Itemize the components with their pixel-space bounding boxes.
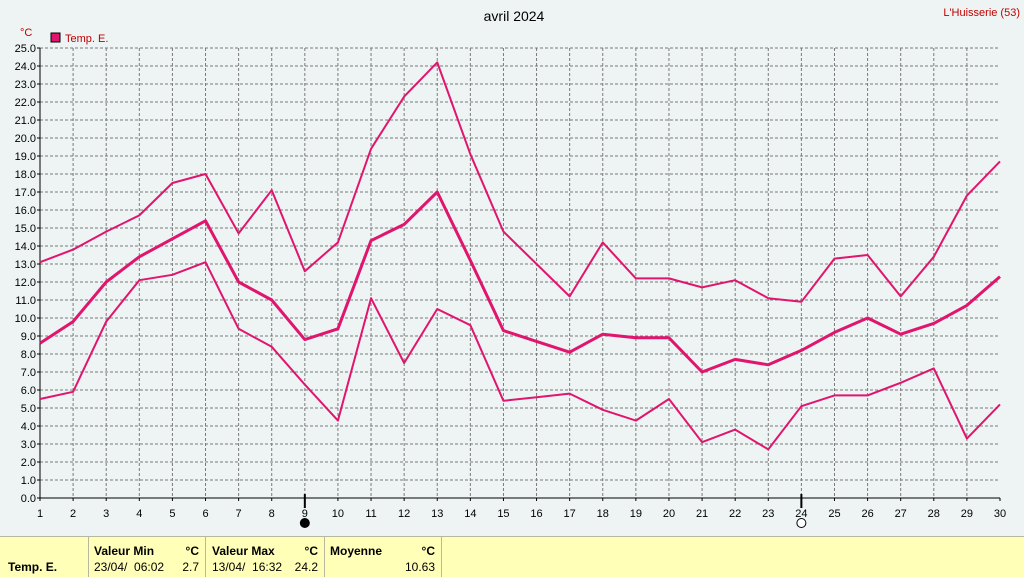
series-line-max xyxy=(39,61,1001,303)
y-tick-label: 21.0 xyxy=(15,115,36,127)
min-value: 2.7 xyxy=(182,560,199,574)
x-tick-label: 12 xyxy=(398,508,410,520)
x-tick-label: 26 xyxy=(861,508,873,520)
x-tick-label: 3 xyxy=(103,508,109,520)
temperature-chart: avril 2024 L'Huisserie (53) °C Temp. E. … xyxy=(15,7,1020,528)
grid-lines xyxy=(40,47,1000,498)
x-tick-label: 14 xyxy=(464,508,476,520)
y-tick-label: 0.0 xyxy=(21,493,36,505)
min-date: 23/04/ 06:02 xyxy=(94,560,165,574)
y-tick-label: 16.0 xyxy=(15,205,36,217)
y-tick-label: 10.0 xyxy=(15,313,36,325)
y-tick-label: 4.0 xyxy=(21,421,36,433)
full-moon-icon xyxy=(796,518,807,528)
y-tick-label: 2.0 xyxy=(21,457,36,469)
x-tick-label: 19 xyxy=(630,508,642,520)
y-tick-label: 5.0 xyxy=(21,403,36,415)
stats-min-cell: Valeur Min °C 23/04/ 06:02 2.7 xyxy=(89,537,206,577)
y-tick-label: 20.0 xyxy=(15,133,36,145)
y-tick-label: 13.0 xyxy=(15,259,36,271)
min-header: Valeur Min xyxy=(94,544,155,558)
y-tick-label: 15.0 xyxy=(15,223,36,235)
x-tick-label: 17 xyxy=(564,508,576,520)
new-moon-icon xyxy=(299,518,310,528)
y-tick-label: 8.0 xyxy=(21,349,36,361)
y-axis: 0.0 1.0 2.0 3.0 4.0 5.0 6.0 7.0 8.0 9.0 10.0 11.0 12… xyxy=(15,43,41,505)
y-tick-label: 18.0 xyxy=(15,169,36,181)
x-tick-label: 8 xyxy=(269,508,275,520)
y-tick-label: 6.0 xyxy=(21,385,36,397)
x-tick-label: 24 xyxy=(795,508,807,520)
chart-title: avril 2024 xyxy=(484,8,545,24)
x-tick-label: 1 xyxy=(37,508,43,520)
x-tick-label: 25 xyxy=(828,508,840,520)
x-tick-label: 13 xyxy=(431,508,443,520)
y-tick-label: 1.0 xyxy=(21,475,36,487)
series-lines xyxy=(39,61,1001,451)
series-line-mean xyxy=(39,190,1001,374)
moon-phases xyxy=(299,494,807,528)
x-tick-label: 2 xyxy=(70,508,76,520)
y-tick-label: 3.0 xyxy=(21,439,36,451)
x-tick-label: 16 xyxy=(530,508,542,520)
x-tick-label: 7 xyxy=(236,508,242,520)
y-tick-label: 14.0 xyxy=(15,241,36,253)
stats-row-label: Temp. E. xyxy=(8,560,58,574)
y-tick-label: 12.0 xyxy=(15,277,36,289)
mean-value: 10.63 xyxy=(404,560,435,574)
x-tick-label: 29 xyxy=(961,508,973,520)
x-tick-label: 30 xyxy=(994,508,1006,520)
min-unit: °C xyxy=(185,544,199,558)
stats-label-cell: Temp. E. xyxy=(0,537,89,577)
y-axis-unit: °C xyxy=(20,27,32,39)
x-axis: 1 2 3 4 5 6 7 8 9 10 11 12 13 14 15 16 17 18 19 20 21 22 23 24 2… xyxy=(37,497,1006,520)
y-tick-label: 17.0 xyxy=(15,187,36,199)
y-tick-label: 19.0 xyxy=(15,151,36,163)
x-tick-label: 5 xyxy=(169,508,175,520)
max-unit: °C xyxy=(304,544,318,558)
x-tick-label: 6 xyxy=(202,508,208,520)
y-tick-label: 24.0 xyxy=(15,61,36,73)
x-tick-label: 15 xyxy=(497,508,509,520)
y-tick-label: 11.0 xyxy=(15,295,36,307)
x-tick-label: 23 xyxy=(762,508,774,520)
x-tick-label: 27 xyxy=(895,508,907,520)
max-header: Valeur Max xyxy=(212,544,275,558)
stats-panel: Temp. E. Valeur Min °C 23/04/ 06:02 2.7 … xyxy=(0,536,1024,577)
x-tick-label: 9 xyxy=(302,508,308,520)
max-value: 24.2 xyxy=(294,560,318,574)
legend-label: Temp. E. xyxy=(65,33,108,45)
y-tick-label: 22.0 xyxy=(15,97,36,109)
mean-header: Moyenne xyxy=(330,544,383,558)
y-tick-label: 25.0 xyxy=(15,43,36,55)
stats-max-cell: Valeur Max °C 13/04/ 16:32 24.2 xyxy=(206,537,325,577)
plot-area xyxy=(40,48,1000,498)
legend-swatch xyxy=(50,32,61,43)
max-date: 13/04/ 16:32 xyxy=(212,560,283,574)
x-tick-label: 22 xyxy=(729,508,741,520)
x-tick-label: 4 xyxy=(136,508,142,520)
station-label: L'Huisserie (53) xyxy=(943,7,1020,19)
x-tick-label: 20 xyxy=(663,508,675,520)
y-tick-label: 7.0 xyxy=(21,367,36,379)
x-tick-label: 21 xyxy=(696,508,708,520)
series-line-min xyxy=(39,261,1001,451)
x-tick-label: 11 xyxy=(365,508,376,520)
x-tick-label: 28 xyxy=(928,508,940,520)
mean-unit: °C xyxy=(421,544,435,558)
x-tick-label: 10 xyxy=(332,508,344,520)
y-tick-label: 9.0 xyxy=(21,331,36,343)
y-tick-label: 23.0 xyxy=(15,79,36,91)
x-tick-label: 18 xyxy=(597,508,609,520)
stats-mean-cell: Moyenne °C 10.63 xyxy=(325,537,442,577)
